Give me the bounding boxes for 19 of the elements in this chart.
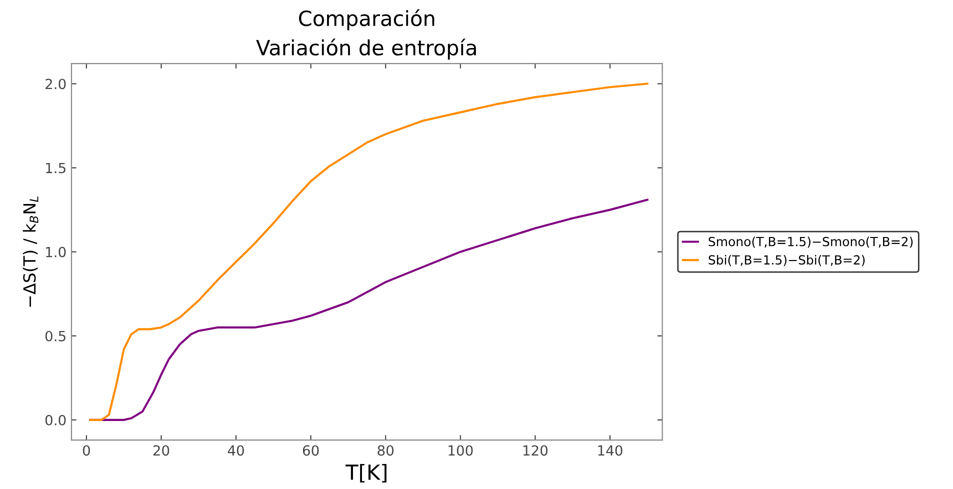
y-tick-label: 0.5 [45,330,66,342]
x-tick-label: 120 [523,445,548,456]
y-tick-label: 1.5 [46,162,66,174]
chart-title: Comparación Variación de entropía [256,9,476,60]
y-tick-label: 2.0 [46,78,66,90]
x-tick-label: 20 [153,445,170,456]
line-series [89,82,648,421]
x-tick-label: 60 [302,445,319,456]
y-tick-label: 0.0 [45,414,66,426]
x-tick-label: 100 [448,445,473,456]
x-tick-label: 80 [378,445,394,456]
x-tick-label: 40 [228,445,244,456]
x-axis-title: T[K] [346,464,386,483]
x-tick-label: 140 [598,445,622,456]
legend-label: Sbi(T,B=1.5)−Sbi(T,B=2) [708,254,865,266]
y-tick-label: 1.0 [46,246,66,258]
y-axis-title: −ΔS(T) / k$_{B}$N$_{L}$ [22,196,38,307]
x-tick-label: 0 [82,445,90,456]
legend-label: Smono(T,B=1.5)−Smono(T,B=2) [708,236,913,248]
